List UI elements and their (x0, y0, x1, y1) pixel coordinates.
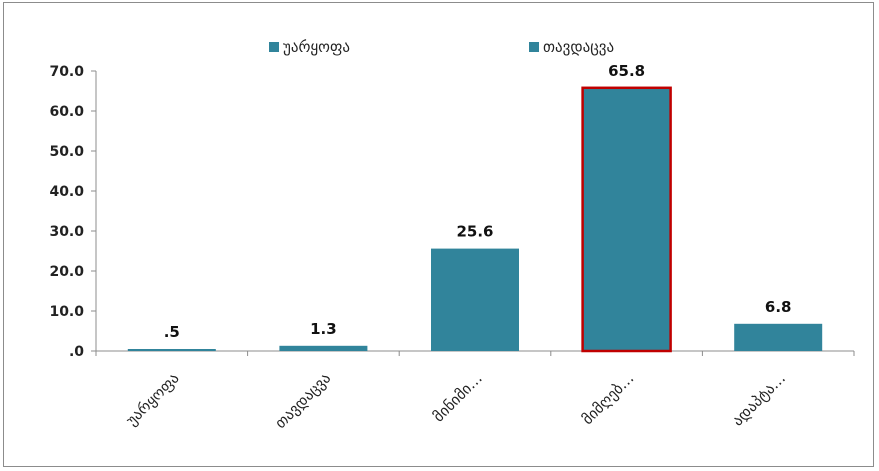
y-tick-label: 70.0 (49, 64, 84, 80)
legend-swatch-2 (529, 42, 539, 52)
legend-item-1: უარყოფა (269, 37, 350, 57)
data-label-1: .5 (164, 323, 180, 341)
bar-2 (279, 345, 368, 351)
y-tick-label: 20.0 (49, 264, 84, 280)
data-label-3: 25.6 (456, 223, 493, 241)
y-tick-label: .0 (69, 344, 84, 360)
x-tick-label-1: უარყოფა (123, 369, 183, 429)
legend-label-1: უარყოფა (283, 38, 350, 56)
bar-1 (127, 349, 216, 351)
legend-item-2: თავდაცვა (529, 37, 614, 57)
y-tick-label: 40.0 (49, 184, 84, 200)
legend-label-2: თავდაცვა (543, 38, 615, 56)
x-tick-label-3: მინიმი… (429, 369, 485, 425)
bar-4 (581, 86, 672, 353)
data-label-4: 65.8 (608, 62, 645, 80)
data-label-2: 1.3 (310, 320, 337, 338)
y-tick-label: 10.0 (49, 304, 84, 320)
y-tick-label: 30.0 (49, 224, 84, 240)
y-tick-label: 60.0 (49, 104, 84, 120)
bar-3 (431, 248, 519, 351)
data-label-5: 6.8 (765, 298, 792, 316)
legend-swatch-1 (269, 42, 279, 52)
x-tick-label-5: ადაპტა… (729, 369, 790, 430)
bar-chart: .0 10.0 20.0 30.0 40.0 50.0 60.0 70.0 .5 1.3 25.6… (49, 62, 855, 432)
x-tick-label-2: თავდაცვა (271, 369, 334, 432)
bar-5 (734, 323, 823, 351)
y-tick-label: 50.0 (49, 144, 84, 160)
chart-frame: უარყოფა თავდაცვა .0 10.0 20.0 30.0 40.0 50.0 6… (3, 2, 874, 467)
x-tick-label-4: მიმღებ… (578, 369, 637, 428)
